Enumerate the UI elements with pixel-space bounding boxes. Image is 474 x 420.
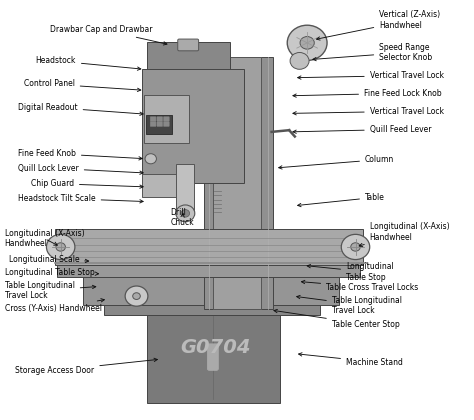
FancyBboxPatch shape [142,69,244,183]
FancyBboxPatch shape [204,57,273,309]
Text: Longitudinal
Table Stop: Longitudinal Table Stop [307,262,394,282]
FancyBboxPatch shape [55,229,363,265]
FancyBboxPatch shape [83,273,339,304]
Text: Storage Access Door: Storage Access Door [15,358,157,375]
Text: Vertical Travel Lock: Vertical Travel Lock [293,107,444,116]
Text: Table: Table [298,193,385,207]
Circle shape [145,154,156,164]
FancyBboxPatch shape [164,117,169,121]
Text: Drawbar Cap and Drawbar: Drawbar Cap and Drawbar [50,25,167,45]
FancyBboxPatch shape [57,262,360,277]
Text: Vertical Travel Lock: Vertical Travel Lock [298,71,444,80]
Text: G0704: G0704 [180,338,251,357]
Text: Longitudinal Scale: Longitudinal Scale [9,255,89,264]
Text: Drill
Chuck: Drill Chuck [171,208,194,227]
FancyBboxPatch shape [147,42,230,76]
Text: Column: Column [279,155,394,169]
FancyBboxPatch shape [104,298,320,315]
FancyBboxPatch shape [164,122,169,126]
Text: Quill Feed Lever: Quill Feed Lever [293,125,431,134]
FancyBboxPatch shape [157,122,163,126]
FancyBboxPatch shape [213,57,261,309]
Text: Headstock: Headstock [36,56,141,70]
FancyBboxPatch shape [150,117,156,121]
Circle shape [181,210,190,217]
Text: Longitudinal Table Stop: Longitudinal Table Stop [5,268,99,277]
Text: Chip Guard: Chip Guard [31,179,143,188]
Circle shape [56,243,65,251]
Text: Table Longitudinal
Travel Lock: Table Longitudinal Travel Lock [297,295,402,315]
FancyBboxPatch shape [176,164,194,214]
Text: Table Center Stop: Table Center Stop [274,310,400,329]
FancyBboxPatch shape [208,344,219,370]
Circle shape [290,52,309,69]
Text: Digital Readout: Digital Readout [18,102,143,116]
Text: Longitudinal (X-Axis)
Handwheel: Longitudinal (X-Axis) Handwheel [5,229,84,248]
Text: Vertical (Z-Axis)
Handwheel: Vertical (Z-Axis) Handwheel [317,10,440,40]
Text: Fine Feed Knob: Fine Feed Knob [18,149,142,160]
FancyBboxPatch shape [178,39,199,51]
FancyBboxPatch shape [157,117,163,121]
Circle shape [176,205,195,222]
Circle shape [351,243,360,251]
FancyBboxPatch shape [150,122,156,126]
Circle shape [300,37,314,49]
Text: Cross (Y-Axis) Handwheel: Cross (Y-Axis) Handwheel [5,299,104,313]
Text: Quill Lock Lever: Quill Lock Lever [18,163,143,174]
Text: Table Cross Travel Locks: Table Cross Travel Locks [301,280,419,292]
Text: Longitudinal (X-Axis)
Handwheel: Longitudinal (X-Axis) Handwheel [359,222,449,247]
Text: Speed Range
Selector Knob: Speed Range Selector Knob [313,43,432,62]
Text: Headstock Tilt Scale: Headstock Tilt Scale [18,194,143,203]
Circle shape [287,25,327,60]
Text: Table Longitudinal
Travel Lock: Table Longitudinal Travel Lock [5,281,96,300]
FancyBboxPatch shape [147,304,280,403]
Text: Machine Stand: Machine Stand [299,353,403,367]
Text: Control Panel: Control Panel [24,79,141,92]
Circle shape [46,234,75,260]
FancyBboxPatch shape [142,174,182,197]
Text: Fine Feed Lock Knob: Fine Feed Lock Knob [293,89,442,98]
FancyBboxPatch shape [128,297,296,307]
Circle shape [341,234,370,260]
Circle shape [125,286,148,306]
Circle shape [133,293,140,299]
FancyBboxPatch shape [146,116,172,134]
FancyBboxPatch shape [144,94,189,143]
